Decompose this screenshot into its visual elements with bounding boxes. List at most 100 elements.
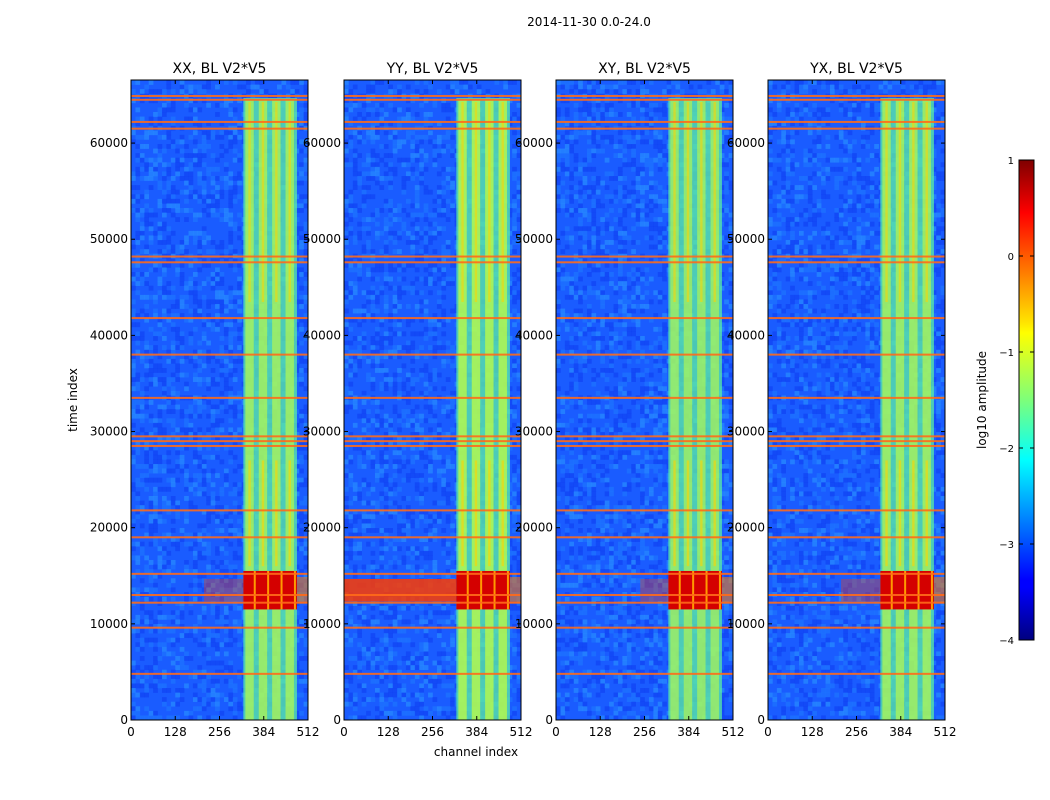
heatmap-cell [210,605,216,611]
heatmap-cell [423,281,429,287]
heatmap-cell [414,473,420,479]
heatmap-cell [344,692,349,698]
heatmap-cell [379,454,385,460]
heatmap-cell [219,153,225,159]
heatmap-cell [139,176,145,181]
heatmap-cell [237,176,242,181]
heatmap-cell [445,102,451,108]
heatmap-cell [237,390,242,396]
heatmap-cell [450,642,455,648]
heatmap-cell [405,701,411,707]
heatmap-cell [237,404,242,410]
heatmap-cell [299,674,304,680]
heatmap-cell [512,166,517,172]
heatmap-cell [157,422,163,428]
heatmap-cell [237,276,242,282]
heatmap-cell [277,84,282,90]
heatmap-cell [223,468,229,474]
heatmap-cell [392,267,398,273]
heatmap-cell [197,619,203,625]
heatmap-cell [232,189,238,195]
heatmap-cell [414,171,420,177]
rfi-line [131,672,308,675]
heatmap-cell [179,134,185,140]
heatmap-cell [157,432,163,437]
y-tick-label: 60000 [90,136,128,150]
heatmap-cell [414,153,420,159]
heatmap-cell [161,518,167,524]
heatmap-cell [383,537,389,543]
heatmap-cell [436,518,442,524]
heatmap-cell [516,276,522,282]
heatmap-cell [516,468,522,474]
heatmap-cell [206,445,211,451]
heatmap-cell [170,107,176,113]
heatmap-cell [219,363,225,369]
heatmap-cell [215,514,220,520]
heatmap-cell [397,660,402,666]
heatmap-cell [299,116,304,122]
heatmap-cell [397,514,402,520]
heatmap-cell [450,390,455,396]
heatmap-cell [179,646,185,652]
heatmap-cell [441,166,447,172]
heatmap-cell [374,468,380,474]
heatmap-cell [170,651,176,657]
heatmap-cell [166,235,172,241]
heatmap-cell [388,336,393,341]
heatmap-cell [392,614,398,620]
heatmap-cell [432,198,438,204]
heatmap-cell [188,176,194,181]
heatmap-cell [423,249,429,255]
heatmap-cell [397,546,402,552]
heatmap-cell [419,450,424,456]
heatmap-cell [223,294,229,300]
heatmap-cell [383,432,389,437]
heatmap-cell [157,203,163,209]
heatmap-cell [445,610,451,616]
heatmap-cell [206,628,211,634]
heatmap-cell [201,573,207,579]
heatmap-cell [201,688,207,693]
heatmap-cell [361,194,367,200]
heatmap-cell [139,390,145,396]
heatmap-cell [161,368,167,373]
heatmap-cell [441,500,447,506]
heatmap-cell [303,642,309,648]
heatmap-cell [215,496,220,501]
heatmap-cell [361,162,367,168]
heatmap-cell [299,80,304,85]
heatmap-cell [366,240,371,245]
heatmap-cell [294,468,300,474]
heatmap-cell [294,166,300,172]
heatmap-cell [184,432,189,437]
heatmap-cell [166,377,172,383]
heatmap-cell [157,477,163,483]
heatmap-cell [379,285,385,291]
heatmap-cell [450,180,455,186]
heatmap-cell [206,144,211,149]
heatmap-cell [414,134,420,140]
heatmap-cell [428,404,433,410]
heatmap-cell [188,285,194,291]
heatmap-cell [516,505,522,511]
heatmap-cell [188,413,194,419]
heatmap-cell [197,404,203,410]
heatmap-cell [344,212,349,218]
heatmap-cell [232,404,238,410]
heatmap-cell [131,587,136,593]
bright-channel-hotspot [248,460,251,567]
heatmap-cell [428,537,433,543]
heatmap-cell [352,148,358,154]
heatmap-cell [379,610,385,616]
heatmap-cell [441,134,447,140]
heatmap-cell [139,116,145,122]
heatmap-cell [175,541,180,547]
heatmap-cell [148,573,154,579]
heatmap-cell [423,235,429,241]
heatmap-cell [357,610,362,616]
heatmap-cell [299,272,304,277]
heatmap-cell [294,546,300,552]
heatmap-cell [436,276,442,282]
heatmap-cell [135,541,141,547]
